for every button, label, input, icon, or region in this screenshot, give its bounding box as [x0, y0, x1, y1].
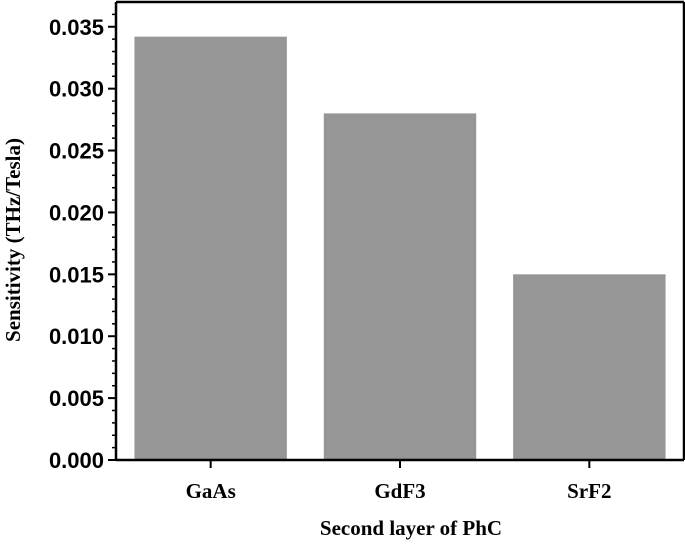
y-tick-label: 0.025 [49, 139, 104, 164]
x-tick-label: GdF3 [374, 479, 425, 503]
labels-layer: GaAs GdF3 SrF2 0.000 0.005 0.010 0.015 0.020 0.0… [49, 15, 612, 503]
y-tick-label: 0.015 [49, 262, 104, 287]
bar-gdf3 [323, 113, 477, 461]
x-tick-label: GaAs [186, 479, 236, 503]
y-tick-label: 0.000 [49, 448, 104, 473]
y-axis-title: Sensitivity (THz/Tesla) [1, 138, 25, 342]
y-tick-label: 0.010 [49, 324, 104, 349]
bar-gaas [134, 36, 287, 461]
x-axis-title: Second layer of PhC [320, 516, 502, 540]
bars-layer [134, 36, 666, 461]
bar-srf2 [513, 274, 666, 460]
y-tick-label: 0.035 [49, 15, 104, 40]
y-tick-label: 0.020 [49, 200, 104, 225]
x-tick-label: SrF2 [567, 479, 611, 503]
axes-layer [108, 0, 685, 468]
y-tick-label: 0.030 [49, 77, 104, 102]
y-tick-label: 0.005 [49, 386, 104, 411]
